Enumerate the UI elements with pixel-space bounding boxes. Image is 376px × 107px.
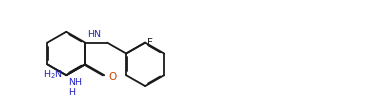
Text: O: O: [108, 72, 116, 82]
Text: F: F: [147, 38, 153, 48]
Text: H: H: [68, 88, 75, 97]
Text: NH: NH: [68, 78, 82, 87]
Text: HN: HN: [87, 30, 101, 39]
Text: H$_2$N: H$_2$N: [43, 69, 63, 81]
